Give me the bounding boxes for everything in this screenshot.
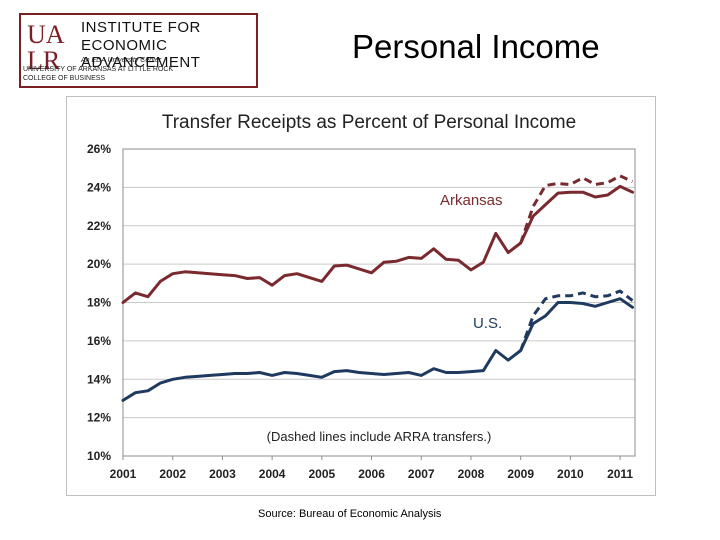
x-tick-label: 2007: [408, 467, 435, 481]
logo-line1: INSTITUTE FOR: [81, 19, 201, 36]
x-tick-label: 2006: [358, 467, 385, 481]
y-tick-label: 24%: [87, 180, 111, 194]
institute-logo: UA LR INSTITUTE FOR ECONOMIC ADVANCEMENT…: [19, 13, 258, 88]
ualr-logo-icon: UA LR: [27, 20, 65, 71]
chart-title: Transfer Receipts as Percent of Personal…: [162, 112, 576, 133]
x-tick-label: 2011: [607, 467, 633, 481]
x-tick-label: 2001: [110, 467, 137, 481]
y-tick-label: 22%: [87, 219, 111, 233]
chart-frame: Transfer Receipts as Percent of Personal…: [66, 96, 656, 496]
series-label-us: U.S.: [473, 315, 502, 332]
line-chart: Transfer Receipts as Percent of Personal…: [87, 112, 636, 481]
x-tick-label: 2009: [507, 467, 534, 481]
x-tick-label: 2004: [259, 467, 286, 481]
logo-line2: ECONOMIC ADVANCEMENT: [81, 37, 201, 71]
y-tick-label: 26%: [87, 142, 111, 156]
x-tick-label: 2002: [159, 467, 186, 481]
y-tick-label: 16%: [87, 334, 111, 348]
y-tick-label: 14%: [87, 372, 111, 386]
logo-mark-text-top: UA: [27, 20, 65, 49]
y-tick-label: 12%: [87, 411, 111, 425]
y-tick-label: 20%: [87, 257, 111, 271]
series-line-1: [121, 297, 634, 402]
y-tick-label: 18%: [87, 296, 111, 310]
logo-line3: An EDA University Center: [81, 57, 162, 64]
logo-line5: COLLEGE OF BUSINESS: [23, 75, 106, 82]
x-tick-label: 2003: [209, 467, 236, 481]
chart-annotation: (Dashed lines include ARRA transfers.): [267, 429, 492, 444]
series-label-arkansas: Arkansas: [440, 192, 503, 209]
series-line-2: [519, 174, 634, 244]
series-line-0: [121, 184, 634, 304]
x-tick-label: 2008: [458, 467, 485, 481]
page-title: Personal Income: [352, 28, 600, 65]
logo-line4: UNIVERSITY OF ARKANSAS AT LITTLE ROCK: [23, 66, 174, 73]
x-tick-label: 2005: [308, 467, 335, 481]
y-tick-label: 10%: [87, 449, 111, 463]
source-note: Source: Bureau of Economic Analysis: [258, 508, 442, 520]
x-tick-label: 2010: [557, 467, 584, 481]
logo-mark-text-bottom: LR: [27, 46, 61, 71]
